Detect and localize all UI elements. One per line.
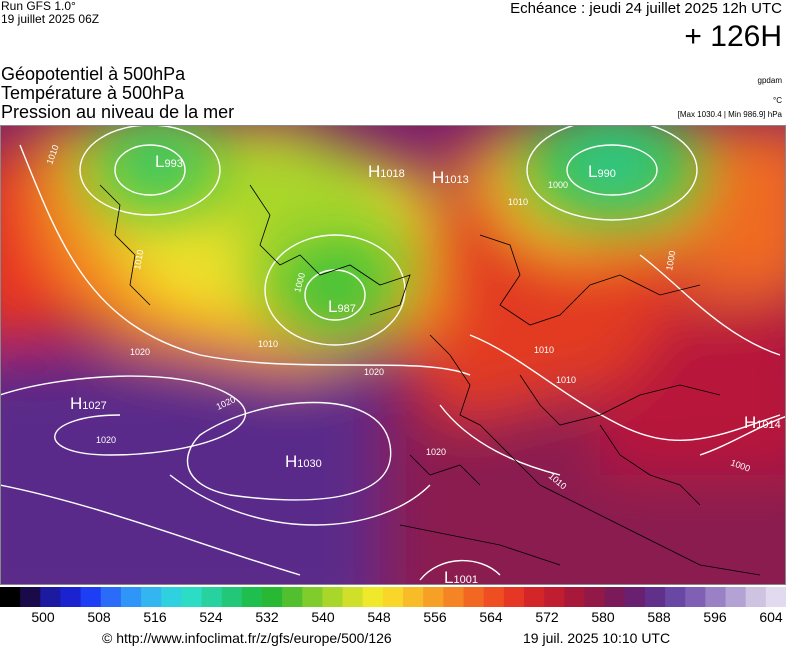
color-scale-tick: 548 [367, 609, 391, 625]
color-scale-tick: 524 [199, 609, 223, 625]
isobar-label: 1020 [364, 367, 384, 377]
color-scale-swatch [362, 587, 384, 607]
color-scale-swatch [302, 587, 324, 607]
color-scale-swatch [423, 587, 444, 607]
high-center: H1018 [368, 162, 405, 181]
color-scale-tick: 508 [87, 609, 111, 625]
color-scale-swatch [443, 587, 465, 607]
forecast-valid-time: Echéance : jeudi 24 juillet 2025 12h UTC [510, 0, 782, 17]
isobar-label: 1020 [130, 347, 150, 357]
color-scale-swatch [0, 587, 21, 607]
title-temperature: Température à 500hPa [1, 83, 185, 103]
color-scale-bar [0, 587, 786, 607]
low-center: L1001 [444, 568, 478, 585]
color-scale-swatch [181, 587, 203, 607]
color-scale-swatch [725, 587, 747, 607]
color-scale-swatch [403, 587, 424, 607]
color-scale-swatch [604, 587, 626, 607]
pressure-centers: L993 H1018 H1013 L990 L987 H1027 H1030 H… [70, 152, 781, 585]
color-scale-swatch [100, 587, 122, 607]
geopotential-field: L993 H1018 H1013 L990 L987 H1027 H1030 H… [0, 125, 786, 585]
color-scale-swatch [262, 587, 283, 607]
copyright-url[interactable]: © http://www.infoclimat.fr/z/gfs/europe/… [102, 630, 392, 646]
color-scale-tick: 540 [311, 609, 335, 625]
color-scale-tick: 516 [143, 609, 167, 625]
low-center: L990 [588, 162, 616, 181]
high-center: H1014 [744, 413, 781, 432]
forecast-horizon: + 126H [684, 20, 782, 53]
low-center: L987 [328, 297, 356, 316]
isobar-label: 1020 [426, 447, 446, 457]
weather-map: L993 H1018 H1013 L990 L987 H1027 H1030 H… [0, 125, 786, 585]
run-date: 19 juillet 2025 06Z [1, 12, 100, 26]
isobar-label: 1000 [548, 180, 568, 190]
color-scale-swatch [765, 587, 786, 607]
color-scale-swatch [141, 587, 162, 607]
color-scale-swatch [322, 587, 344, 607]
color-scale-swatch [624, 587, 646, 607]
color-scale-swatch [685, 587, 706, 607]
title-pressure: Pression au niveau de la mer [1, 102, 235, 122]
color-scale-swatch [20, 587, 41, 607]
unit-temperature: °C [773, 96, 782, 105]
color-scale-swatch [382, 587, 404, 607]
isobar-label: 1000 [664, 250, 677, 271]
color-scale-tick: 596 [703, 609, 727, 625]
color-scale-tick: 580 [591, 609, 615, 625]
high-center: H1027 [70, 394, 107, 413]
run-label: Run GFS 1.0° [1, 0, 76, 13]
color-scale-swatch [161, 587, 182, 607]
color-scale-swatch [745, 587, 767, 607]
color-scale-swatch [120, 587, 142, 607]
isobar-label: 1010 [258, 339, 278, 349]
isobar-label: 1020 [96, 435, 116, 445]
color-scale-swatch [705, 587, 727, 607]
color-scale-swatch [584, 587, 606, 607]
generation-date: 19 juil. 2025 10:10 UTC [523, 630, 671, 646]
color-scale-tick: 588 [647, 609, 671, 625]
unit-pressure-range: [Max 1030.4 | Min 986.9] hPa [677, 110, 782, 119]
high-center: H1030 [285, 452, 322, 471]
color-scale-swatch [564, 587, 586, 607]
color-scale-swatch [201, 587, 223, 607]
color-scale-swatch [524, 587, 545, 607]
color-scale-tick: 572 [535, 609, 559, 625]
unit-geopotential: gpdam [757, 76, 782, 85]
color-scale-swatch [483, 587, 505, 607]
color-scale-swatch [241, 587, 263, 607]
isobar-label: 1010 [556, 375, 576, 385]
color-scale-tick: 604 [759, 609, 783, 625]
high-center: H1013 [432, 168, 469, 187]
color-scale-swatch [503, 587, 525, 607]
color-scale-swatch [221, 587, 243, 607]
color-scale-tick: 500 [31, 609, 55, 625]
color-scale-tick: 564 [479, 609, 503, 625]
color-scale-tick: 532 [255, 609, 279, 625]
color-scale-swatch [342, 587, 364, 607]
coastlines [99, 184, 761, 576]
isobar-label: 1010 [534, 345, 554, 355]
color-scale-swatch [282, 587, 303, 607]
isobars [0, 125, 786, 581]
color-scale-tick: 556 [423, 609, 447, 625]
color-scale-swatch [644, 587, 666, 607]
low-center: L993 [155, 152, 183, 171]
title-geopotential: Géopotentiel à 500hPa [1, 64, 186, 84]
isobar-label: 1010 [132, 249, 145, 270]
color-scale-swatch [40, 587, 62, 607]
color-scale-swatch [544, 587, 565, 607]
isobar-label: 1010 [508, 197, 528, 207]
color-scale-swatch [60, 587, 82, 607]
color-scale-swatch [463, 587, 485, 607]
color-scale-swatch [665, 587, 686, 607]
color-scale-swatch [80, 587, 102, 607]
